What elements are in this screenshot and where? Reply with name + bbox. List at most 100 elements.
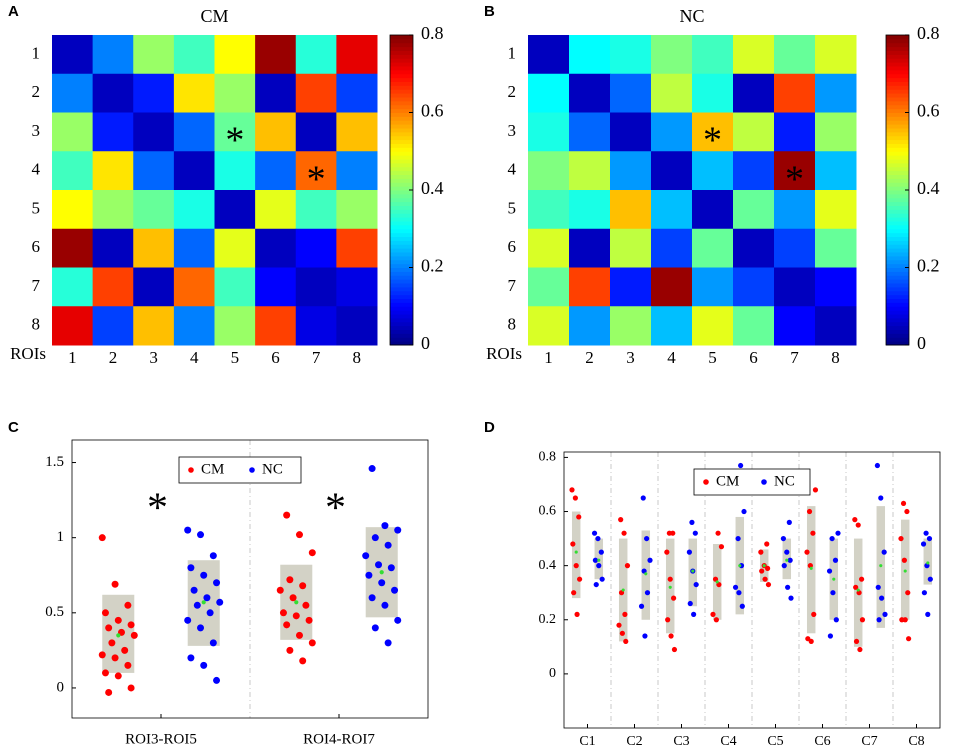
colorbar-slice — [886, 275, 909, 280]
data-point — [923, 530, 929, 536]
data-point — [692, 530, 698, 536]
colorbar-slice — [886, 228, 909, 234]
colorbar-slice — [886, 81, 909, 86]
data-point — [927, 576, 933, 582]
significance-marker: * — [703, 120, 722, 162]
colorbar-slice — [886, 294, 909, 299]
colorbar-slice — [886, 236, 909, 241]
colorbar-slice — [886, 135, 909, 141]
colorbar-tick-label: 0.4 — [917, 178, 940, 198]
colorbar-slice — [886, 77, 909, 82]
heatmap-cell — [133, 112, 175, 152]
data-point — [375, 561, 383, 569]
data-point — [855, 522, 861, 528]
x-tick-label: C6 — [814, 734, 830, 749]
heatmap-cell — [610, 190, 652, 230]
mean-marker — [926, 561, 930, 565]
data-point — [127, 684, 135, 692]
data-point — [187, 654, 195, 662]
data-point — [283, 621, 291, 629]
data-point — [387, 564, 395, 572]
heatmap-cell — [255, 267, 297, 307]
colorbar-slice — [886, 306, 909, 311]
mean-marker — [668, 585, 672, 589]
x-tick-label: 2 — [109, 348, 118, 367]
heatmap-cell — [692, 190, 734, 230]
heatmap-cell — [733, 112, 775, 152]
y-tick-label: 1 — [32, 43, 41, 62]
data-point — [808, 638, 814, 645]
heatmap-cell — [336, 73, 378, 113]
colorbar-slice — [390, 213, 413, 218]
heatmap-cell — [569, 228, 611, 268]
y-tick-label: 5 — [508, 198, 517, 217]
data-point — [882, 611, 888, 617]
data-point — [184, 526, 192, 534]
y-tick-label: 6 — [508, 237, 517, 256]
heatmap-cell — [651, 151, 693, 191]
data-point — [101, 609, 109, 617]
mean-marker — [738, 564, 742, 568]
colorbar-slice — [390, 197, 413, 203]
colorbar-slice — [390, 294, 413, 299]
colorbar-slice — [390, 50, 413, 55]
colorbar-slice — [390, 69, 413, 75]
colorbar-slice — [390, 275, 413, 280]
mean-marker — [785, 558, 789, 562]
data-point — [739, 603, 745, 609]
colorbar-slice — [886, 151, 909, 156]
data-point — [206, 609, 214, 617]
colorbar-slice — [886, 120, 909, 125]
data-point — [875, 584, 881, 590]
data-point — [276, 586, 284, 594]
data-point — [127, 621, 135, 629]
colorbar-slice — [390, 131, 413, 137]
data-point — [622, 611, 628, 617]
data-point — [391, 586, 399, 594]
heatmap-cell — [255, 151, 297, 191]
y-tick-label: 8 — [508, 315, 517, 334]
heatmap-cell — [815, 228, 857, 268]
data-point — [804, 549, 810, 555]
colorbar-tick-label: 0 — [917, 333, 926, 353]
data-point — [577, 576, 583, 582]
data-point — [881, 549, 887, 555]
data-point — [621, 530, 627, 536]
colorbar-tick-label: 0.6 — [917, 101, 940, 121]
data-point — [124, 661, 132, 669]
colorbar-slice — [390, 77, 413, 82]
colorbar-slice — [886, 224, 909, 230]
heatmap-cell — [733, 35, 775, 75]
x-tick-label: 6 — [271, 348, 280, 367]
colorbar-slice — [390, 128, 413, 133]
data-point — [105, 624, 113, 632]
heatmap-cell — [133, 73, 175, 113]
heatmap-cell — [733, 306, 775, 346]
heatmap-cell — [569, 306, 611, 346]
heatmap-cell — [173, 73, 215, 113]
colorbar-slice — [390, 38, 413, 44]
colorbar-slice — [390, 341, 413, 346]
x-tick-label: 6 — [749, 348, 758, 367]
x-tick-label: C4 — [720, 734, 736, 749]
heatmap-cell — [528, 73, 570, 113]
data-point — [124, 601, 132, 609]
colorbar-slice — [886, 54, 909, 59]
heatmap-cell — [133, 267, 175, 307]
data-point — [193, 601, 201, 609]
heatmap-cell — [692, 151, 734, 191]
heatmap-cell — [774, 267, 816, 307]
data-point — [762, 576, 768, 582]
heatmap-cell — [255, 306, 297, 346]
colorbar-slice — [390, 178, 413, 183]
data-point — [98, 534, 106, 542]
data-point — [832, 557, 839, 563]
heatmap-cell — [569, 73, 611, 113]
y-tick-label: 0 — [57, 679, 65, 695]
data-point — [647, 557, 653, 563]
mean-marker — [856, 588, 860, 592]
heatmap-cell — [255, 228, 297, 268]
colorbar-slice — [886, 162, 909, 168]
heatmap-cell — [295, 228, 337, 268]
colorbar-slice — [886, 325, 909, 330]
